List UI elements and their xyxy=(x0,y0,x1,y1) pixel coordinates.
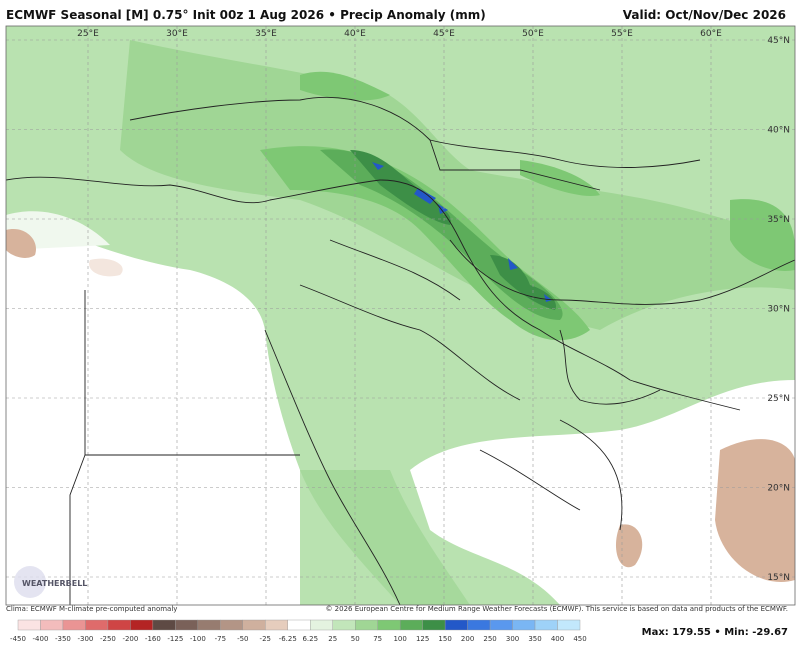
colorbar-label: -75 xyxy=(215,635,226,643)
colorbar-label: -6.25 xyxy=(279,635,297,643)
latitude-label: 35°N xyxy=(767,215,790,225)
colorbar-label: 300 xyxy=(506,635,519,643)
borders xyxy=(6,96,795,605)
colorbar-swatch xyxy=(332,619,356,631)
colorbar-swatch xyxy=(489,619,513,631)
title: ECMWF Seasonal [M] 0.75° Init 00z 1 Aug … xyxy=(6,8,486,22)
colorbar-swatch xyxy=(377,619,401,631)
colorbar-swatch xyxy=(422,619,446,631)
colorbar-swatch xyxy=(62,619,86,631)
colorbar-swatch xyxy=(40,619,64,631)
colorbar-swatch xyxy=(220,619,244,631)
colorbar-label: -350 xyxy=(55,635,71,643)
colorbar-swatch xyxy=(355,619,378,631)
copyright: © 2026 European Centre for Medium Range … xyxy=(325,605,788,613)
latitude-label: 15°N xyxy=(767,573,790,583)
colorbar-swatch xyxy=(175,619,199,631)
logo-text: WEATHERBELL xyxy=(22,579,87,588)
colorbar-label: -400 xyxy=(33,635,49,643)
colorbar-label: 6.25 xyxy=(302,635,318,643)
colorbar-label: 350 xyxy=(528,635,541,643)
colorbar-swatch xyxy=(444,619,468,631)
longitude-label: 35°E xyxy=(255,29,277,39)
colorbar-swatch xyxy=(152,619,176,631)
colorbar-swatch xyxy=(287,619,311,631)
colorbar-swatch xyxy=(534,619,558,631)
longitude-label: 25°E xyxy=(77,29,99,39)
colorbar-label: 25 xyxy=(328,635,337,643)
max-min: Max: 179.55 • Min: -29.67 xyxy=(641,627,788,638)
colorbar-label: 250 xyxy=(483,635,496,643)
colorbar-swatch xyxy=(310,619,333,631)
colorbar-label: -300 xyxy=(77,635,93,643)
colorbar-label: -200 xyxy=(122,635,138,643)
colorbar-label: -50 xyxy=(237,635,248,643)
longitude-label: 60°E xyxy=(700,29,722,39)
colorbar-label: 200 xyxy=(461,635,474,643)
colorbar-swatch xyxy=(107,619,131,631)
colorbar-swatch xyxy=(130,619,154,631)
colorbar-label: 75 xyxy=(373,635,382,643)
latitude-label: 40°N xyxy=(767,126,790,136)
longitude-label: 45°E xyxy=(433,29,455,39)
colorbar-label: -125 xyxy=(167,635,183,643)
colorbar-label: 125 xyxy=(416,635,429,643)
valid-period: Valid: Oct/Nov/Dec 2026 xyxy=(622,8,786,22)
colorbar-swatch xyxy=(512,619,536,631)
colorbar-label: -160 xyxy=(145,635,161,643)
colorbar-swatch xyxy=(17,619,41,631)
longitude-label: 50°E xyxy=(522,29,544,39)
latitude-label: 45°N xyxy=(767,36,790,46)
colorbar-swatch xyxy=(467,619,491,631)
colorbar-swatch xyxy=(242,619,266,631)
colorbar-swatch xyxy=(557,619,581,631)
colorbar-swatch xyxy=(265,619,288,631)
colorbar-label: 50 xyxy=(351,635,360,643)
colorbar-label: -450 xyxy=(10,635,26,643)
colorbar-label: -100 xyxy=(190,635,206,643)
colorbar-label: 450 xyxy=(573,635,586,643)
latitude-label: 25°N xyxy=(767,394,790,404)
colorbar-swatch xyxy=(197,619,221,631)
logo: WEATHERBELL xyxy=(14,566,87,598)
map-field xyxy=(6,26,795,605)
colorbar-label: -250 xyxy=(100,635,116,643)
climatology-note: Clima: ECMWF M-climate pre-computed anom… xyxy=(6,605,178,613)
colorbar-swatch xyxy=(85,619,109,631)
colorbar-label: 100 xyxy=(393,635,406,643)
min-label: Min: -29.67 xyxy=(724,627,788,638)
colorbar-label: -25 xyxy=(260,635,271,643)
colorbar-label: 150 xyxy=(438,635,451,643)
latitude-label: 20°N xyxy=(767,484,790,494)
colorbar-swatch xyxy=(399,619,423,631)
longitude-label: 55°E xyxy=(611,29,633,39)
longitude-label: 40°E xyxy=(344,29,366,39)
max-label: Max: 179.55 xyxy=(641,627,711,638)
latitude-label: 30°N xyxy=(767,305,790,315)
longitude-label: 30°E xyxy=(166,29,188,39)
colorbar-label: 400 xyxy=(551,635,564,643)
